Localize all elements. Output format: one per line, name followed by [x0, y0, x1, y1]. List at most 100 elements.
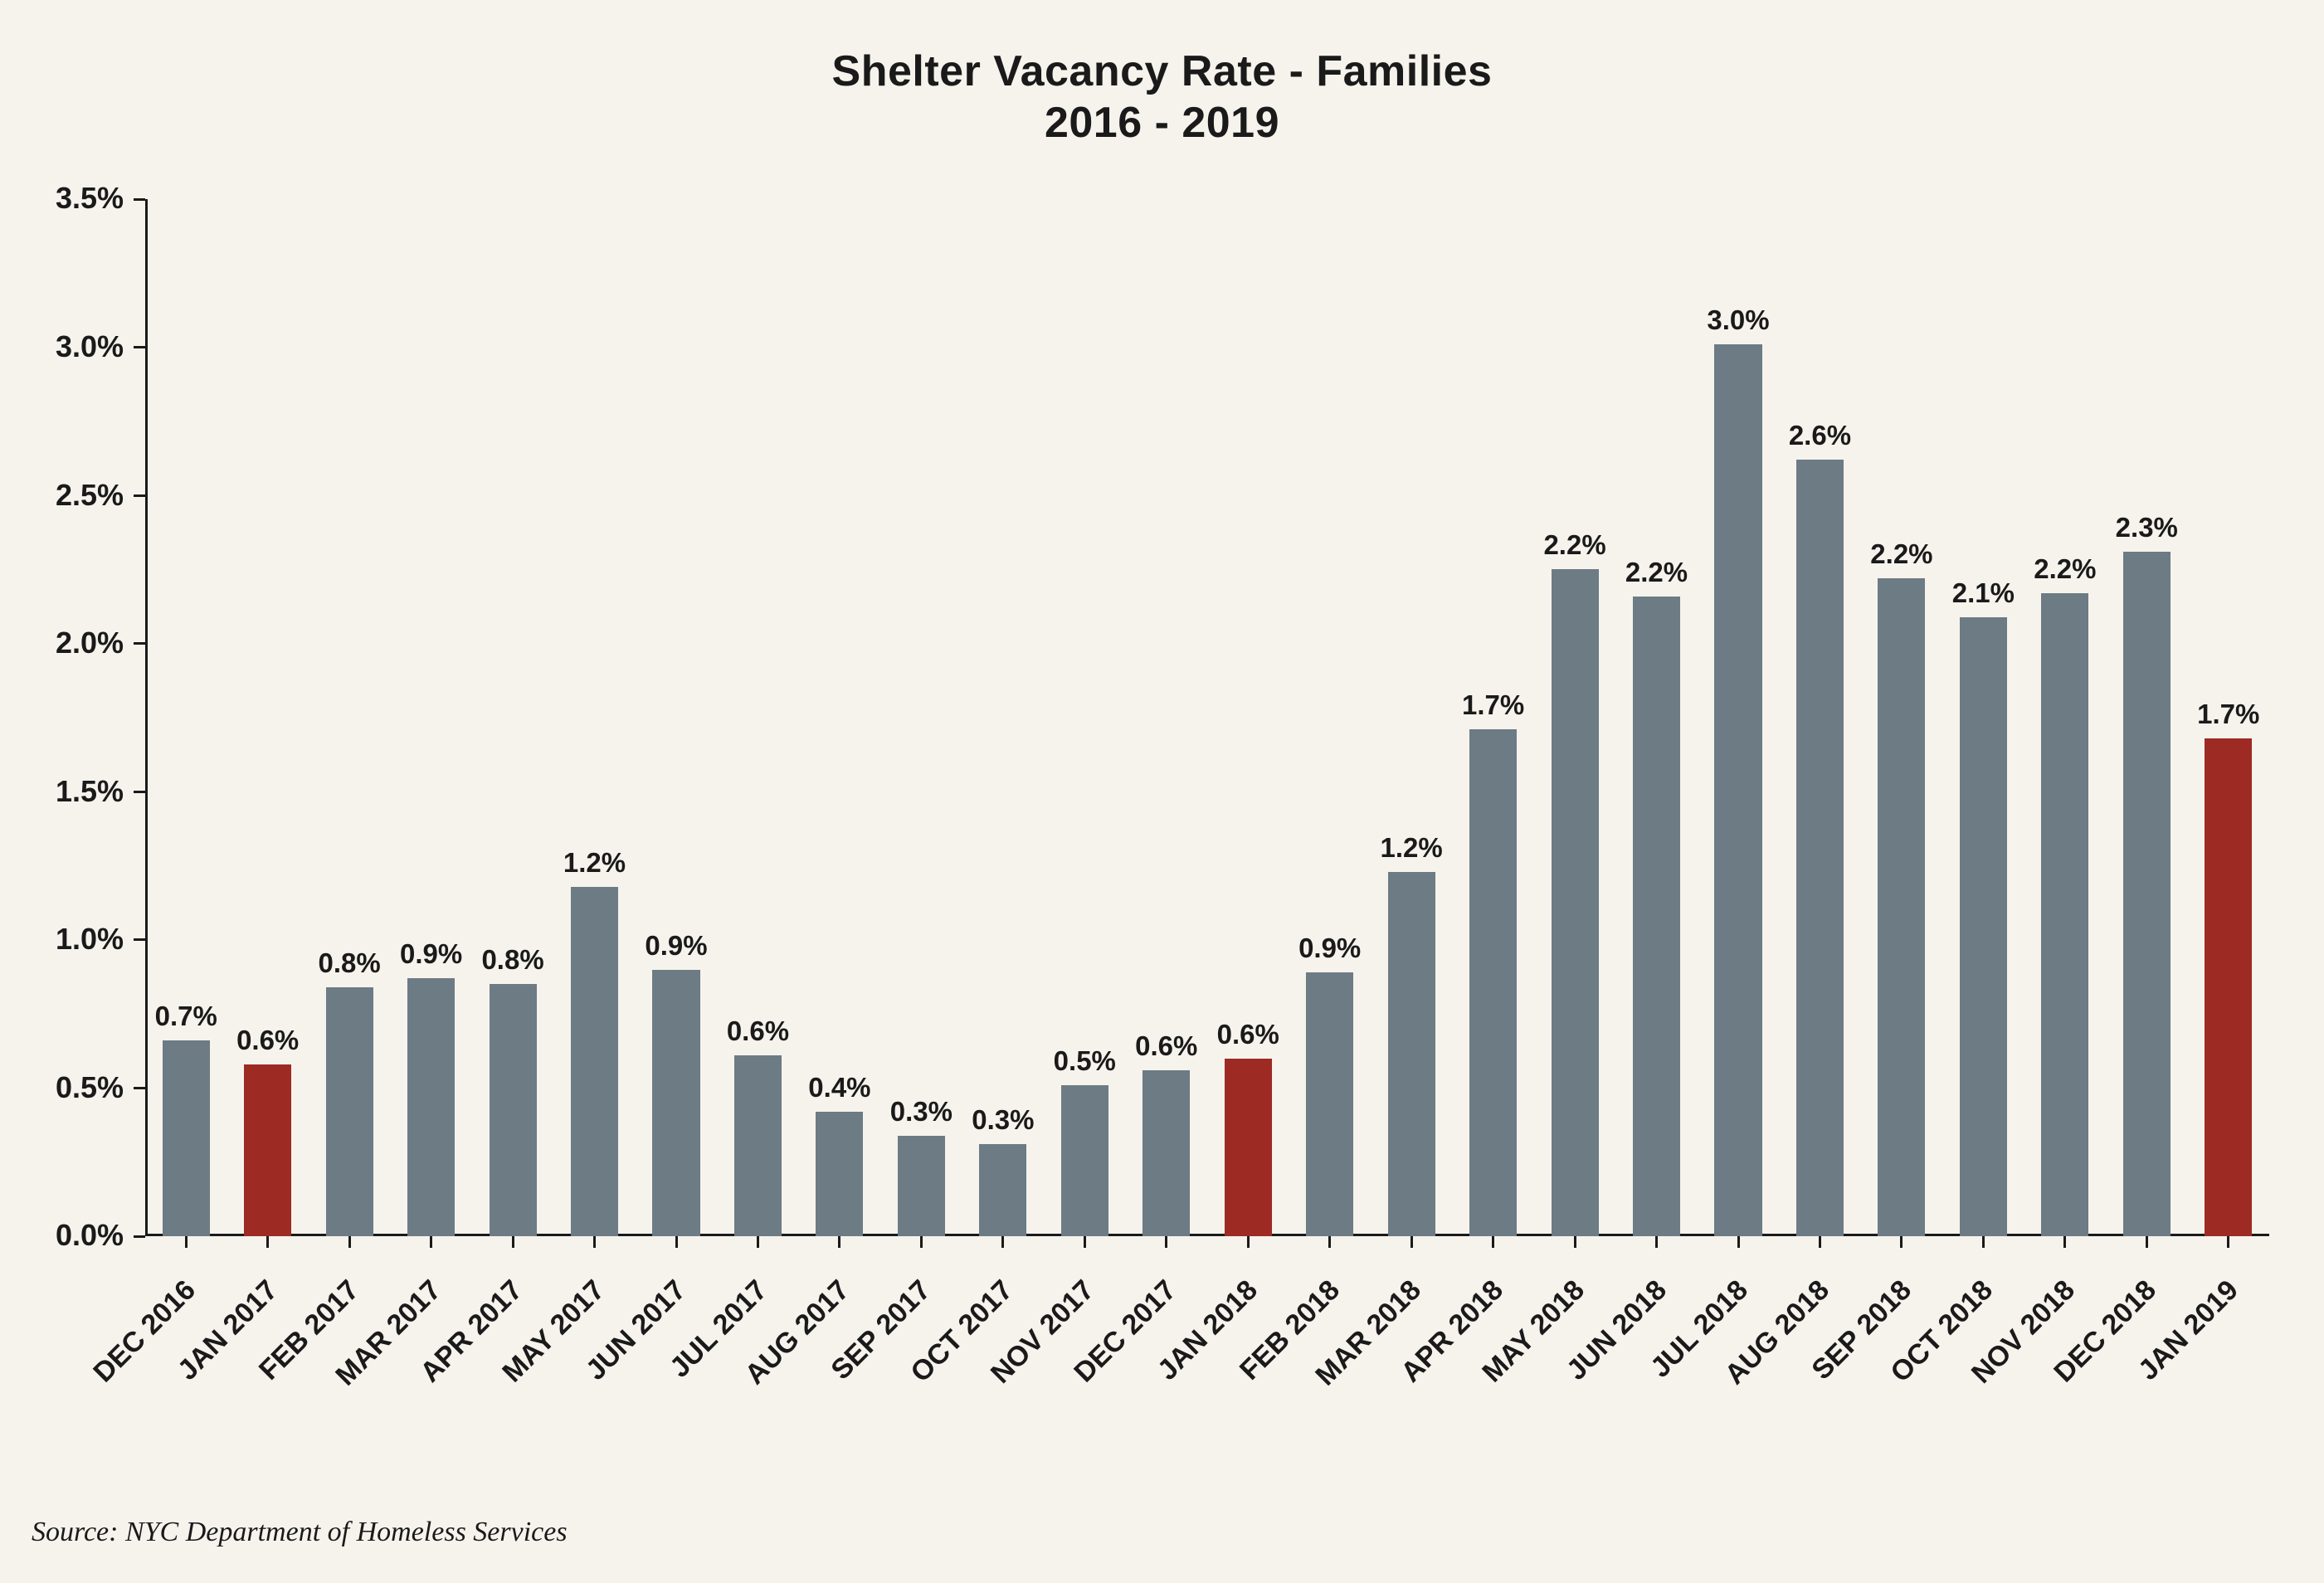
bar [2123, 552, 2171, 1236]
chart-title-line2: 2016 - 2019 [0, 97, 2324, 149]
bar [407, 978, 455, 1236]
chart-container: Shelter Vacancy Rate - Families 2016 - 2… [0, 0, 2324, 1583]
bar [163, 1040, 210, 1236]
bar-value-label: 0.8% [472, 944, 553, 976]
bar [1388, 872, 1435, 1236]
bar-value-label: 0.9% [390, 938, 471, 970]
chart-title: Shelter Vacancy Rate - Families 2016 - 2… [0, 0, 2324, 149]
bar-value-label: 2.2% [1534, 529, 1615, 561]
bar-value-label: 0.9% [1289, 933, 1370, 964]
plot-area: 0.7%0.6%0.8%0.9%0.8%1.2%0.9%0.6%0.4%0.3%… [145, 199, 2269, 1236]
bar-value-label: 3.0% [1698, 304, 1779, 336]
y-tick-mark [134, 642, 145, 645]
x-tick-mark [1410, 1236, 1413, 1248]
y-tick-label: 0.0% [7, 1218, 124, 1253]
y-tick-label: 0.5% [7, 1070, 124, 1105]
bar [1143, 1070, 1190, 1236]
bar [1960, 617, 2007, 1236]
bar-value-label: 2.3% [2106, 512, 2187, 543]
x-tick-mark [1819, 1236, 1821, 1248]
bar [1878, 578, 1925, 1236]
x-tick-mark [1328, 1236, 1331, 1248]
x-tick-mark [1165, 1236, 1167, 1248]
bar [1633, 597, 1680, 1236]
bar [326, 987, 373, 1236]
x-tick-mark [266, 1236, 269, 1248]
bar-value-label: 0.8% [309, 947, 390, 979]
bar [898, 1136, 945, 1236]
bar-value-label: 1.2% [553, 847, 635, 879]
x-tick-mark [430, 1236, 432, 1248]
y-tick-label: 1.0% [7, 922, 124, 957]
y-tick-label: 2.5% [7, 478, 124, 513]
x-tick-mark [348, 1236, 351, 1248]
x-tick-mark [1655, 1236, 1658, 1248]
bar [816, 1112, 863, 1236]
bar [1306, 972, 1353, 1236]
y-tick-mark [134, 494, 145, 497]
x-tick-mark [512, 1236, 514, 1248]
bar-value-label: 2.2% [1615, 557, 1697, 588]
y-tick-label: 3.5% [7, 181, 124, 216]
y-tick-label: 1.5% [7, 774, 124, 809]
bar-value-label: 0.6% [717, 1016, 798, 1047]
y-tick-mark [134, 791, 145, 793]
bar [979, 1144, 1026, 1236]
bar-value-label: 1.7% [2188, 699, 2269, 730]
y-tick-mark [134, 346, 145, 348]
x-tick-mark [757, 1236, 759, 1248]
bar [244, 1064, 291, 1236]
x-tick-mark [675, 1236, 678, 1248]
bar-value-label: 0.9% [636, 930, 717, 962]
x-tick-mark [185, 1236, 188, 1248]
y-tick-mark [134, 198, 145, 201]
y-tick-mark [134, 938, 145, 941]
bar [2041, 593, 2088, 1236]
x-tick-mark [2146, 1236, 2148, 1248]
bar [1225, 1059, 1272, 1236]
bar-value-label: 0.4% [799, 1072, 880, 1103]
bar [734, 1055, 782, 1236]
x-tick-mark [1737, 1236, 1740, 1248]
bar-value-label: 1.2% [1371, 832, 1452, 864]
bar [1469, 729, 1517, 1236]
y-tick-label: 3.0% [7, 329, 124, 364]
bar [1552, 569, 1599, 1236]
chart-title-line1: Shelter Vacancy Rate - Families [0, 46, 2324, 97]
bar [1061, 1085, 1108, 1236]
chart-source: Source: NYC Department of Homeless Servi… [32, 1517, 568, 1548]
x-tick-mark [1900, 1236, 1903, 1248]
x-tick-mark [1574, 1236, 1576, 1248]
y-tick-label: 2.0% [7, 626, 124, 660]
x-tick-mark [1982, 1236, 1985, 1248]
x-tick-mark [920, 1236, 923, 1248]
bar-value-label: 0.6% [1126, 1030, 1207, 1062]
bar-value-label: 0.7% [145, 1001, 227, 1032]
bar-value-label: 0.3% [962, 1104, 1044, 1136]
x-tick-mark [1001, 1236, 1004, 1248]
x-tick-mark [2063, 1236, 2066, 1248]
y-tick-mark [134, 1087, 145, 1089]
bar-value-label: 0.6% [227, 1025, 308, 1056]
bar-value-label: 0.5% [1044, 1045, 1125, 1077]
x-tick-mark [593, 1236, 596, 1248]
bar-value-label: 2.2% [2024, 553, 2106, 585]
bar-value-label: 1.7% [1452, 689, 1533, 721]
bar-value-label: 2.6% [1779, 420, 1860, 451]
bar-value-label: 2.1% [1942, 577, 2024, 609]
bar-value-label: 0.6% [1207, 1019, 1289, 1050]
bar-value-label: 2.2% [1861, 538, 1942, 570]
y-tick-mark [134, 1235, 145, 1238]
x-tick-mark [838, 1236, 840, 1248]
bar [1714, 344, 1761, 1236]
x-tick-mark [1084, 1236, 1086, 1248]
bar [490, 984, 537, 1236]
bar [1796, 460, 1844, 1236]
x-tick-mark [2227, 1236, 2229, 1248]
bar [652, 970, 699, 1236]
bars-layer: 0.7%0.6%0.8%0.9%0.8%1.2%0.9%0.6%0.4%0.3%… [145, 199, 2269, 1236]
bar-value-label: 0.3% [880, 1096, 962, 1128]
x-tick-mark [1247, 1236, 1250, 1248]
bar [2205, 738, 2252, 1236]
bar [571, 887, 618, 1236]
